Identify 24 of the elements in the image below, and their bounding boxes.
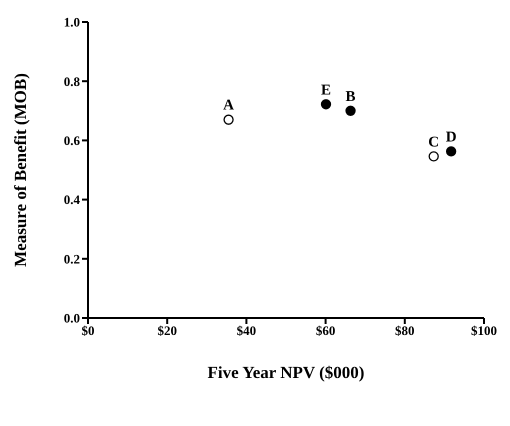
y-tick-label: 0.8: [64, 74, 80, 89]
point: [428, 151, 439, 162]
y-tick-label: 1.0: [64, 14, 80, 30]
y-tick-label: 0.6: [64, 133, 80, 148]
x-tick-label: $100: [471, 323, 497, 338]
x-tick-label: $60: [316, 323, 336, 338]
point: [446, 146, 456, 156]
x-axis-title: Five Year NPV ($000): [208, 363, 364, 382]
y-axis-title: Measure of Benefit (MOB): [11, 73, 30, 267]
x-tick-label: $80: [395, 323, 415, 338]
annotation: A: [223, 98, 234, 114]
point: [345, 106, 356, 116]
annotation: C: [428, 134, 440, 150]
annotation: D: [446, 129, 457, 146]
y-tick-label: 0.2: [64, 251, 80, 266]
annotation: E: [320, 82, 332, 98]
y-tick-label: 0.0: [64, 310, 80, 326]
x-tick-label: $40: [236, 323, 256, 338]
x-tick-label: $20: [157, 323, 177, 338]
x-tick-label: $0: [82, 323, 94, 338]
y-tick-label: 0.4: [64, 192, 80, 208]
annotation: B: [346, 88, 356, 105]
point: [223, 114, 234, 125]
point: [320, 99, 332, 110]
